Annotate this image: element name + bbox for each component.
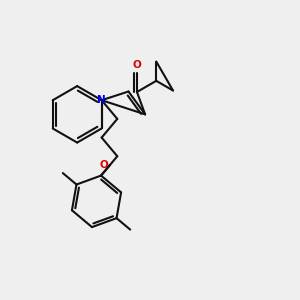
Text: O: O bbox=[133, 60, 141, 70]
Text: O: O bbox=[99, 160, 108, 170]
Text: N: N bbox=[97, 95, 106, 105]
